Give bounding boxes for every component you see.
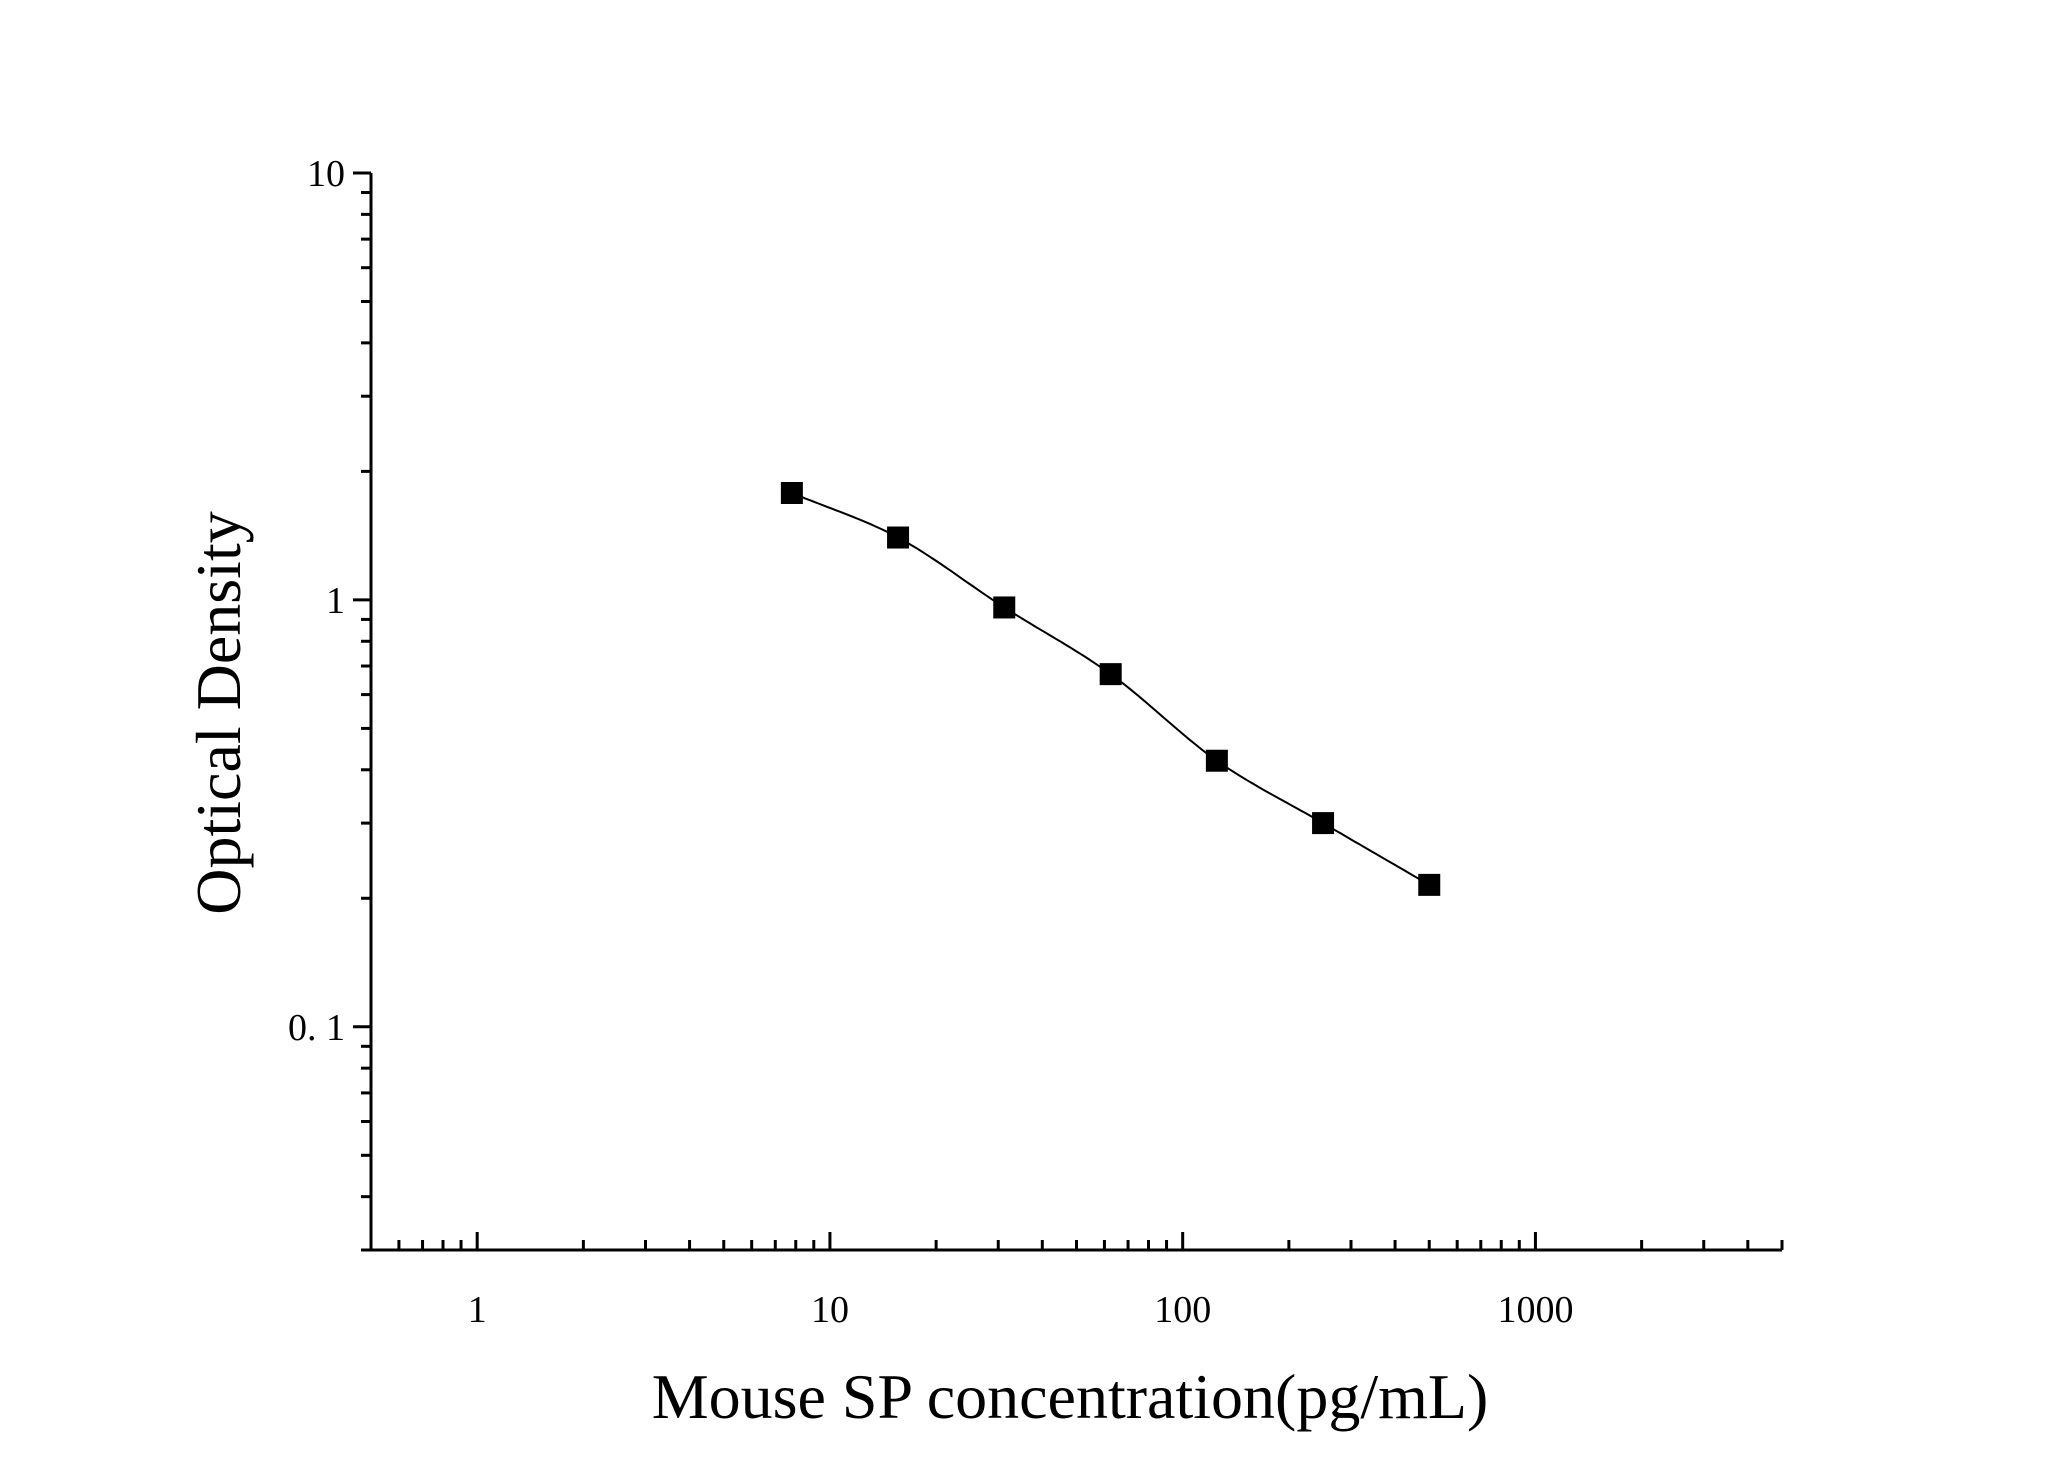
x-axis-tick-labels: 1 10 100 1000 <box>468 1289 1574 1331</box>
data-point <box>887 526 910 549</box>
y-axis-tick-labels: 0. 1 1 10 <box>288 153 345 1049</box>
x-axis-ticks <box>369 1232 1784 1250</box>
data-point <box>1099 663 1122 686</box>
data-point <box>1418 873 1441 896</box>
x-tick-label: 100 <box>1154 1289 1211 1331</box>
y-tick-label: 0. 1 <box>288 1007 345 1049</box>
y-axis-title: Optical Density <box>183 511 254 914</box>
x-tick-label: 1000 <box>1497 1289 1573 1331</box>
data-point <box>780 481 803 504</box>
x-tick-label: 1 <box>468 1289 487 1331</box>
x-axis-title: Mouse SP concentration(pg/mL) <box>652 1361 1489 1432</box>
y-tick-label: 1 <box>326 580 345 622</box>
y-tick-label: 10 <box>307 153 345 195</box>
x-tick-label: 10 <box>811 1289 849 1331</box>
y-axis-ticks <box>353 171 371 1252</box>
data-point <box>993 596 1016 619</box>
data-point <box>1205 749 1228 772</box>
data-point <box>1312 812 1335 835</box>
axes <box>369 173 1782 1252</box>
data-points-layer <box>780 481 1441 896</box>
